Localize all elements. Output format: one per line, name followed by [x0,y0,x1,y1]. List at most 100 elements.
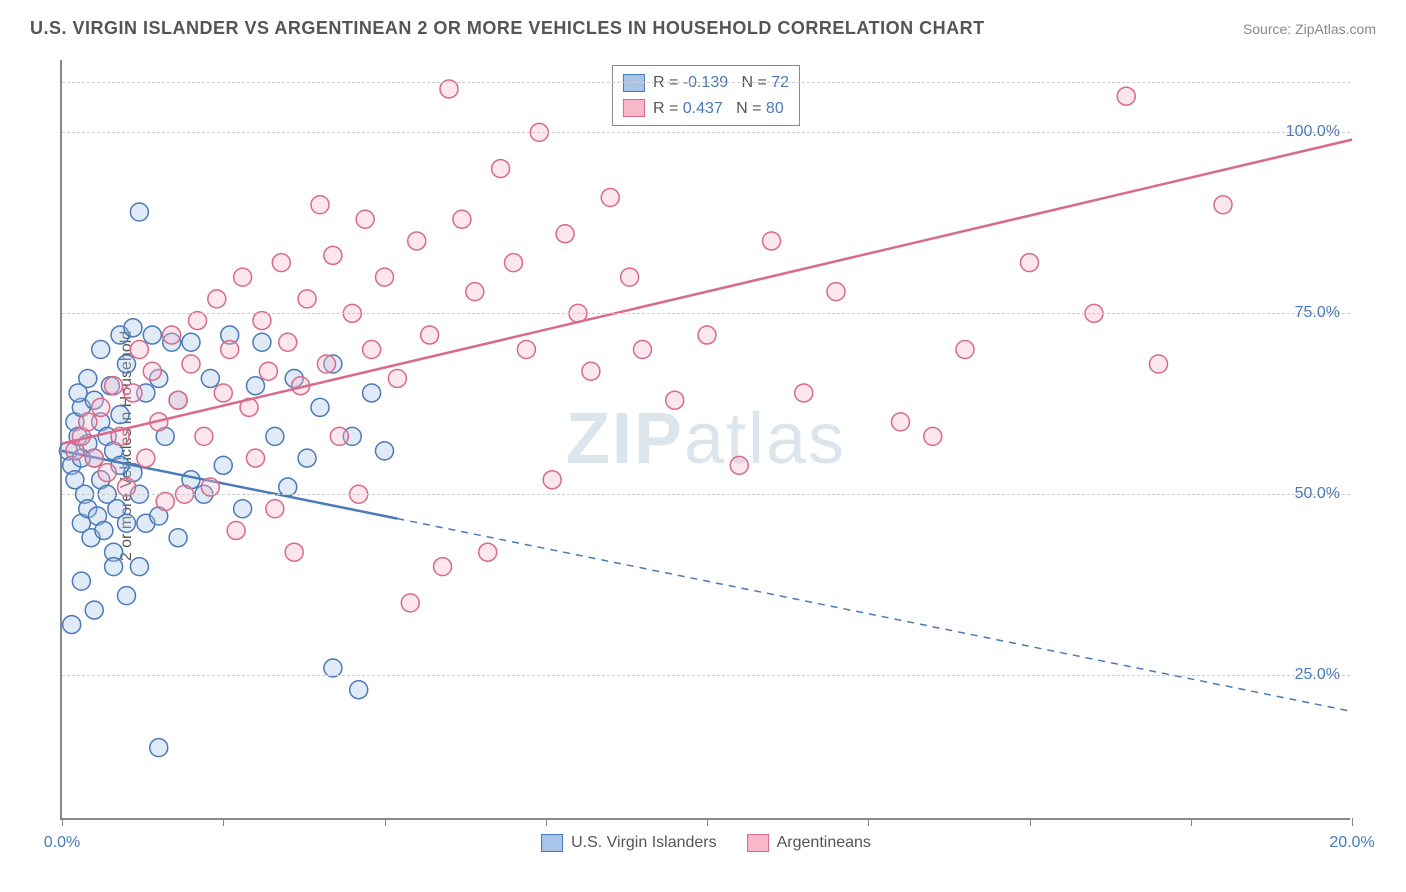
data-point [363,341,381,359]
data-point [247,377,265,395]
data-point [266,500,284,518]
plot-area: ZIPatlas R = -0.139 N = 72R = 0.437 N = … [60,60,1350,820]
data-point [259,362,277,380]
data-point [453,210,471,228]
data-point [247,449,265,467]
data-point [1150,355,1168,373]
data-point [227,521,245,539]
data-point [169,391,187,409]
data-point [666,391,684,409]
chart-title: U.S. VIRGIN ISLANDER VS ARGENTINEAN 2 OR… [30,18,985,39]
x-tick [1352,818,1353,826]
data-point [401,594,419,612]
legend-row: R = -0.139 N = 72 [623,70,789,96]
top-legend: R = -0.139 N = 72R = 0.437 N = 80 [612,65,800,126]
data-point [105,377,123,395]
data-point [163,326,181,344]
data-point [118,514,136,532]
legend-swatch [747,834,769,852]
data-point [272,254,290,272]
plot-svg [62,60,1350,818]
data-point [118,355,136,373]
y-tick-label: 100.0% [1286,123,1340,141]
data-point [311,196,329,214]
trendline [62,140,1352,444]
data-point [98,464,116,482]
data-point [795,384,813,402]
bottom-legend-item: U.S. Virgin Islanders [541,834,717,852]
data-point [169,529,187,547]
y-tick-label: 50.0% [1295,485,1340,503]
data-point [582,362,600,380]
data-point [601,189,619,207]
data-point [221,341,239,359]
gridline [62,494,1350,495]
y-tick-label: 75.0% [1295,304,1340,322]
data-point [634,341,652,359]
data-point [517,341,535,359]
data-point [556,225,574,243]
x-tick-label: 0.0% [44,834,80,852]
x-tick [1191,818,1192,826]
gridline [62,132,1350,133]
data-point [356,210,374,228]
data-point [324,246,342,264]
source-label: Source: ZipAtlas.com [1243,21,1376,37]
x-tick [62,818,63,826]
data-point [150,739,168,757]
data-point [317,355,335,373]
data-point [892,413,910,431]
y-tick-label: 25.0% [1295,666,1340,684]
data-point [182,355,200,373]
gridline [62,82,1350,83]
legend-swatch [541,834,563,852]
title-bar: U.S. VIRGIN ISLANDER VS ARGENTINEAN 2 OR… [30,18,1376,39]
data-point [124,384,142,402]
data-point [124,319,142,337]
data-point [698,326,716,344]
data-point [434,558,452,576]
data-point [363,384,381,402]
data-point [214,384,232,402]
data-point [763,232,781,250]
data-point [143,326,161,344]
data-point [376,442,394,460]
x-tick [223,818,224,826]
data-point [253,333,271,351]
data-point [543,471,561,489]
data-point [388,369,406,387]
data-point [234,500,252,518]
trendline-extrapolated [397,519,1352,712]
data-point [408,232,426,250]
x-tick-label: 20.0% [1329,834,1374,852]
data-point [201,369,219,387]
legend-row: R = 0.437 N = 80 [623,96,789,122]
data-point [105,558,123,576]
data-point [130,341,148,359]
legend-text: R = -0.139 N = 72 [653,70,789,96]
data-point [421,326,439,344]
data-point [234,268,252,286]
x-tick [868,818,869,826]
data-point [466,283,484,301]
data-point [92,341,110,359]
data-point [279,333,297,351]
gridline [62,313,1350,314]
x-tick [1030,818,1031,826]
x-tick [707,818,708,826]
data-point [214,456,232,474]
data-point [111,406,129,424]
data-point [730,456,748,474]
data-point [63,616,81,634]
bottom-legend-label: U.S. Virgin Islanders [571,834,717,852]
data-point [1021,254,1039,272]
data-point [298,449,316,467]
data-point [1214,196,1232,214]
data-point [195,427,213,445]
data-point [956,341,974,359]
data-point [1117,87,1135,105]
legend-text: R = 0.437 N = 80 [653,96,784,122]
x-tick [385,818,386,826]
data-point [376,268,394,286]
data-point [827,283,845,301]
